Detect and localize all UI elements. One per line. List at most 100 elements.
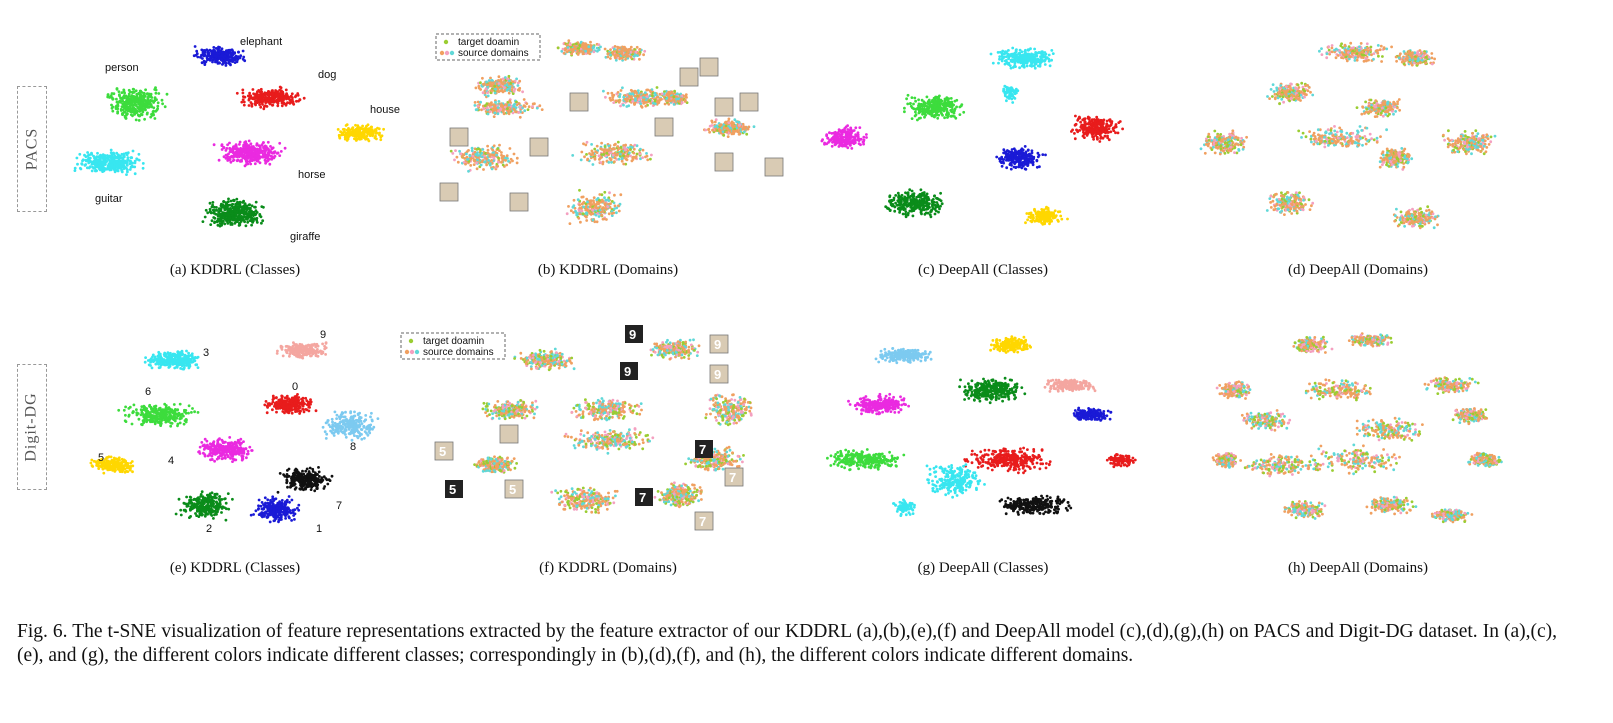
domain-cluster-0 [1318, 41, 1393, 63]
image-thumbnail-10 [439, 182, 459, 202]
domain-cluster-0 [556, 39, 602, 57]
domain-cluster-14 [1430, 508, 1474, 524]
domain-cluster-1 [603, 45, 647, 62]
label-1: 1 [316, 523, 322, 535]
label-house: house [370, 104, 400, 116]
domain-cluster-2 [1266, 81, 1315, 106]
domain-cluster-7 [1451, 407, 1489, 426]
cluster-6 [958, 376, 1027, 405]
domain-cluster-5 [1199, 129, 1248, 156]
cluster-7 [1043, 378, 1097, 393]
figure: PACS Digit-DG elephant person dog house hors… [17, 28, 1535, 576]
thumb-5-a: 5 [434, 441, 454, 461]
tsne-plot-g [826, 335, 1137, 517]
cluster-5 [989, 46, 1055, 70]
domain-cluster-9 [1392, 205, 1440, 230]
panel-c [805, 28, 1160, 248]
cluster-horse [212, 139, 287, 168]
domain-cluster-8 [1239, 453, 1322, 478]
label-guitar: guitar [95, 193, 123, 205]
caption-e: (e) KDDRL (Classes) [169, 560, 301, 576]
cluster-6 [117, 402, 200, 428]
thumb-9-d: 9 [709, 364, 729, 384]
label-7: 7 [336, 500, 342, 512]
cluster-2 [963, 446, 1052, 475]
cluster-1 [826, 448, 906, 472]
cluster-giraffe [201, 197, 265, 228]
domain-cluster-4 [473, 98, 544, 119]
cluster-8 [321, 410, 380, 442]
domain-cluster-1 [1347, 332, 1393, 348]
label-5: 5 [98, 452, 104, 464]
tsne-plot-h [1211, 332, 1503, 524]
tsne-plot-d [1199, 41, 1497, 230]
domain-cluster-5 [473, 455, 518, 474]
domain-cluster-8 [565, 188, 623, 226]
domain-cluster-9 [653, 481, 703, 509]
label-horse: horse [298, 169, 326, 181]
domain-cluster-5 [703, 117, 756, 138]
image-thumbnail-2 [569, 92, 589, 112]
image-thumbnail-8 [714, 152, 734, 172]
domain-cluster-8 [1265, 191, 1315, 217]
image-thumbnail-3 [654, 117, 674, 137]
domain-cluster-3 [602, 86, 679, 109]
domain-cluster-0 [1292, 335, 1334, 354]
domain-cluster-1 [1394, 49, 1436, 67]
cluster-2 [174, 490, 234, 522]
cluster-guitar [73, 148, 145, 177]
caption-g: (g) DeepAll (Classes) [917, 560, 1049, 576]
cluster-1 [249, 495, 301, 524]
label-6: 6 [145, 386, 151, 398]
label-8: 8 [350, 441, 356, 453]
domain-cluster-6 [563, 427, 655, 455]
image-thumbnail-7 [739, 92, 759, 112]
caption-c: (c) DeepAll (Classes) [918, 262, 1048, 278]
cluster-3 [989, 335, 1032, 354]
domain-cluster-13 [1283, 500, 1327, 520]
domain-cluster-1 [649, 338, 701, 361]
cluster-person [106, 86, 169, 122]
cluster-4 [820, 124, 868, 150]
thumb-7-d: 7 [694, 511, 714, 531]
domain-cluster-7 [571, 140, 653, 166]
domain-cluster-2 [474, 74, 524, 99]
cluster-2b [1105, 453, 1137, 469]
row-label-digit-dg: Digit-DG [17, 364, 47, 490]
domain-cluster-3 [1355, 98, 1401, 118]
label-dog: dog [318, 69, 336, 81]
label-0: 0 [292, 381, 298, 393]
cluster-6 [884, 188, 944, 219]
domain-cluster-9 [1309, 443, 1401, 476]
thumb-7-b: 7 [724, 467, 744, 487]
domain-cluster-6 [1441, 129, 1497, 156]
figure-caption: Fig. 6. The t-SNE visualization of featu… [17, 621, 1557, 666]
domain-cluster-11 [1211, 452, 1237, 469]
domain-cluster-6 [449, 143, 519, 173]
tsne-plot-e: 9 3 0 6 8 5 4 7 2 1 [89, 329, 380, 535]
cluster-4 [197, 436, 254, 463]
label-9: 9 [320, 329, 326, 341]
caption-d: (d) DeepAll (Domains) [1288, 262, 1428, 278]
domain-cluster-12 [1365, 495, 1418, 516]
cluster-8 [874, 347, 933, 365]
panel-a: elephant person dog house horse guitar giraffe [50, 28, 410, 248]
legend-source-label: source domains [423, 347, 494, 358]
caption-f: (f) KDDRL (Domains) [539, 560, 677, 576]
image-thumbnail-5 [529, 137, 549, 157]
panel-h [1180, 320, 1535, 545]
cluster-2 [1070, 114, 1124, 143]
label-4: 4 [168, 455, 174, 467]
cluster-9 [998, 494, 1073, 516]
panel-d [1180, 28, 1535, 248]
image-thumbnail-9 [764, 157, 784, 177]
tsne-plot-c [820, 46, 1124, 226]
image-thumbnail-1 [699, 57, 719, 77]
cluster-7 [276, 466, 334, 494]
row-label-pacs: PACS [17, 86, 47, 212]
thumb-5-b: 5 [445, 480, 463, 498]
panel-g [805, 320, 1160, 545]
thumb-9-a: 9 [625, 325, 643, 343]
thumb-9-b: 9 [709, 334, 729, 354]
